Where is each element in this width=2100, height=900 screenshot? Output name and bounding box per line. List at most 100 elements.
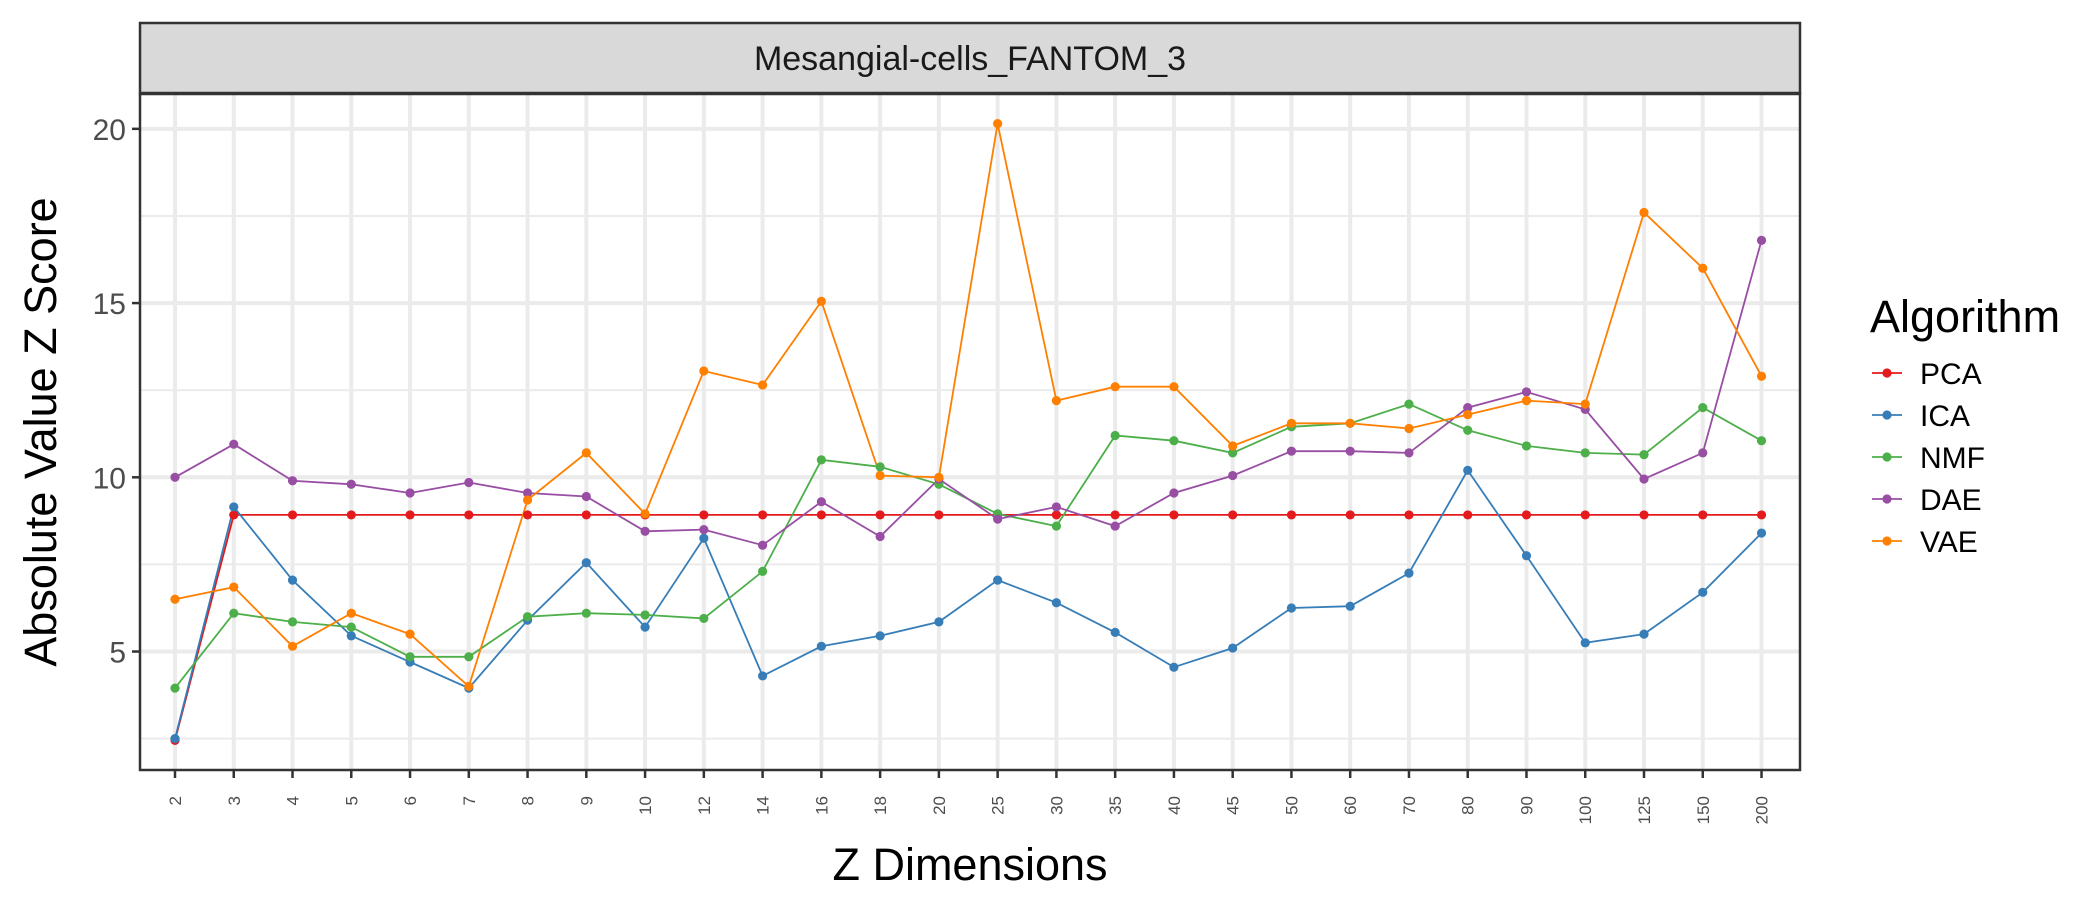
ica-data-point <box>1698 587 1708 597</box>
series-points <box>170 119 1767 745</box>
ica-data-point <box>640 622 650 632</box>
dae-data-point <box>758 540 768 550</box>
ica-data-point <box>581 558 591 568</box>
vae-data-point <box>1110 382 1120 392</box>
x-tick-label: 70 <box>1400 796 1419 815</box>
nmf-data-point <box>1228 448 1238 458</box>
nmf-data-point <box>581 608 591 618</box>
ica-data-point <box>1521 551 1532 561</box>
vae-data-point <box>1051 396 1061 406</box>
pca-data-point <box>287 510 298 520</box>
vae-data-point <box>405 629 415 639</box>
vae-data-point <box>816 296 826 306</box>
ica-data-point <box>699 533 709 543</box>
dae-legend-label: DAE <box>1920 484 1982 517</box>
pca-data-point <box>1051 510 1061 520</box>
y-tick-label: 5 <box>109 637 126 670</box>
dae-data-point <box>1345 446 1355 456</box>
legend: Algorithm PCA ICA NMF DAE VAE <box>1870 291 2060 559</box>
pca-data-point <box>405 510 415 520</box>
pca-data-point <box>1639 510 1649 520</box>
pca-data-point <box>1286 510 1297 520</box>
y-tick-label: 10 <box>93 462 126 495</box>
ica-data-point <box>993 575 1003 585</box>
pca-legend-label: PCA <box>1920 358 1982 391</box>
nmf-data-point <box>1169 436 1179 446</box>
vae-data-point <box>993 119 1003 129</box>
vae-data-point <box>1345 418 1355 428</box>
x-tick-label: 60 <box>1341 796 1360 815</box>
nmf-data-point <box>1580 448 1590 458</box>
dae-data-point <box>1110 521 1120 531</box>
dae-data-point <box>464 477 474 488</box>
legend-title: Algorithm <box>1870 291 2060 342</box>
vae-data-point <box>1521 396 1532 406</box>
vae-data-point <box>229 582 239 592</box>
x-tick-label: 30 <box>1047 796 1066 815</box>
x-tick-label: 150 <box>1694 796 1713 824</box>
dae-data-point <box>1463 403 1473 413</box>
ica-data-point <box>875 631 885 641</box>
vae-data-point <box>640 509 650 519</box>
pca-data-point <box>934 510 944 520</box>
vae-data-point <box>1404 423 1414 434</box>
dae-data-point <box>816 497 826 507</box>
ica-data-point <box>1756 528 1767 538</box>
dae-data-point <box>581 491 591 502</box>
x-tick-label: 12 <box>695 796 714 815</box>
ica-data-point <box>170 734 180 744</box>
pca-data-point <box>1698 510 1708 520</box>
dae-data-point <box>1169 488 1179 498</box>
x-tick-label: 16 <box>812 796 831 815</box>
ica-data-point <box>1345 601 1355 611</box>
vae-data-point <box>1580 399 1590 409</box>
pca-data-point <box>346 510 356 520</box>
ica-data-point <box>287 575 298 585</box>
dae-data-point <box>170 472 180 482</box>
pca-data-point <box>464 510 474 520</box>
x-tick-label: 9 <box>577 796 596 805</box>
dae-data-point <box>405 488 415 498</box>
ica-data-point <box>1110 627 1120 637</box>
x-tick-label: 5 <box>342 796 361 805</box>
x-tick-label: 2 <box>166 796 185 805</box>
pca-data-point <box>1404 510 1414 520</box>
x-tick-label: 14 <box>754 796 773 815</box>
x-tick-label: 20 <box>930 796 949 815</box>
pca-legend-marker <box>1882 368 1892 378</box>
ica-legend-label: ICA <box>1920 400 1970 433</box>
nmf-data-point <box>1404 399 1414 409</box>
series-lines <box>174 123 1763 741</box>
ica-data-point <box>1463 465 1473 475</box>
ica-data-point <box>1286 603 1297 613</box>
ica-data-point <box>1580 638 1590 648</box>
pca-data-point <box>758 510 768 520</box>
grid <box>140 94 1800 770</box>
facet-strip <box>138 21 1802 95</box>
pca-data-point <box>1345 510 1355 520</box>
pca-data-point <box>699 510 709 520</box>
x-tick-label: 25 <box>989 796 1008 815</box>
vae-legend-label: VAE <box>1920 526 1978 559</box>
vae-data-point <box>934 472 944 482</box>
dae-data-point <box>346 479 356 489</box>
nmf-data-point <box>875 462 885 472</box>
ica-data-point <box>346 631 356 641</box>
facet-title: Mesangial-cells_FANTOM_3 <box>754 40 1186 78</box>
ica-legend-marker <box>1882 410 1892 420</box>
pca-data-point <box>1463 510 1473 520</box>
x-tick-label: 40 <box>1165 796 1184 815</box>
x-tick-label: 18 <box>871 796 890 815</box>
y-axis-title: Absolute Value Z Score <box>15 197 66 666</box>
dae-data-point <box>522 488 533 498</box>
ica-series-line <box>174 468 1763 739</box>
dae-data-point <box>1639 474 1649 484</box>
x-tick-label: 90 <box>1517 796 1536 815</box>
y-tick-label: 15 <box>93 288 126 321</box>
x-tick-label: 200 <box>1753 796 1772 824</box>
x-tick-label: 6 <box>401 796 420 805</box>
vae-data-point <box>1639 207 1649 218</box>
nmf-data-point <box>1639 450 1649 460</box>
pca-data-point <box>581 510 591 520</box>
